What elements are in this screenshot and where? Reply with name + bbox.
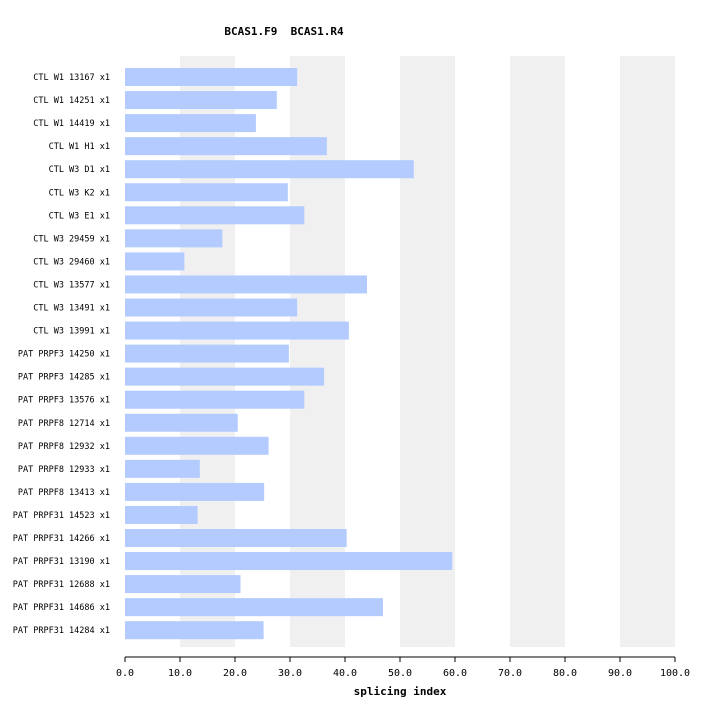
grid-band xyxy=(620,56,675,647)
bar xyxy=(125,459,200,478)
category-label: CTL W3 13577 x1 xyxy=(33,280,110,290)
bar xyxy=(125,482,265,501)
bar xyxy=(125,137,327,156)
category-label: CTL W3 D1 x1 xyxy=(49,165,110,175)
bar xyxy=(125,229,223,248)
category-label: CTL W1 H1 x1 xyxy=(49,142,110,152)
bar xyxy=(125,183,288,202)
category-label: PAT PRPF8 12714 x1 xyxy=(18,419,110,429)
bar xyxy=(125,390,305,409)
x-tick-label: 40.0 xyxy=(333,668,357,679)
category-label: CTL W3 29460 x1 xyxy=(33,257,110,267)
grid-band xyxy=(400,56,455,647)
category-labels: CTL W1 13167 x1 CTL W1 14251 x1 CTL W1 144… xyxy=(13,73,110,636)
category-label: CTL W3 29459 x1 xyxy=(33,234,110,244)
x-tick-label: 70.0 xyxy=(498,668,522,679)
x-tick-label: 80.0 xyxy=(553,668,577,679)
category-label: PAT PRPF3 13576 x1 xyxy=(18,396,110,406)
bar xyxy=(125,114,256,133)
x-axis: 0.0 10.0 20.0 30.0 40.0 50.0 60.0 70.0 80.0 90.0 1… xyxy=(116,656,690,679)
bar xyxy=(125,160,414,179)
category-label: CTL W1 14251 x1 xyxy=(33,96,110,106)
grid-band xyxy=(510,56,565,647)
bar xyxy=(125,252,185,271)
category-label: PAT PRPF31 14523 x1 xyxy=(13,511,110,521)
bar xyxy=(125,413,238,432)
category-label: PAT PRPF8 13413 x1 xyxy=(18,488,110,498)
bar xyxy=(125,575,241,594)
x-tick-label: 100.0 xyxy=(660,668,690,679)
x-axis-label: splicing index xyxy=(354,685,447,698)
bar xyxy=(125,505,198,524)
bar xyxy=(125,598,383,617)
bar xyxy=(125,621,264,640)
bar xyxy=(125,436,269,455)
bar xyxy=(125,298,298,317)
category-label: CTL W3 K2 x1 xyxy=(49,188,110,198)
category-label: PAT PRPF31 14284 x1 xyxy=(13,626,110,636)
bar xyxy=(125,367,325,386)
bar xyxy=(125,275,367,294)
category-label: CTL W1 13167 x1 xyxy=(33,73,110,83)
category-label: PAT PRPF31 14266 x1 xyxy=(13,534,110,544)
bar xyxy=(125,344,289,363)
x-tick-label: 30.0 xyxy=(278,668,302,679)
x-tick-label: 20.0 xyxy=(223,668,247,679)
category-label: CTL W1 14419 x1 xyxy=(33,119,110,129)
category-label: PAT PRPF8 12933 x1 xyxy=(18,465,110,475)
bar xyxy=(125,552,453,571)
bars xyxy=(125,68,453,640)
chart-title: BCAS1.F9 BCAS1.R4 xyxy=(224,25,344,38)
category-label: PAT PRPF8 12932 x1 xyxy=(18,442,110,452)
category-label: CTL W3 E1 x1 xyxy=(49,211,110,221)
category-label: PAT PRPF3 14285 x1 xyxy=(18,373,110,383)
x-tick-label: 90.0 xyxy=(608,668,632,679)
bar xyxy=(125,68,298,86)
category-label: PAT PRPF3 14250 x1 xyxy=(18,350,110,360)
category-label: CTL W3 13991 x1 xyxy=(33,327,110,337)
bar xyxy=(125,206,305,225)
bar xyxy=(125,529,347,547)
category-label: PAT PRPF31 13190 x1 xyxy=(13,557,110,567)
bar xyxy=(125,321,349,340)
category-label: PAT PRPF31 12688 x1 xyxy=(13,580,110,590)
x-tick-label: 10.0 xyxy=(168,668,192,679)
background-bands xyxy=(180,56,675,647)
category-label: PAT PRPF31 14686 x1 xyxy=(13,603,110,613)
x-tick-label: 60.0 xyxy=(443,668,467,679)
x-tick-label: 0.0 xyxy=(116,668,134,679)
category-label: CTL W3 13491 x1 xyxy=(33,304,110,314)
bar xyxy=(125,91,277,110)
x-tick-label: 50.0 xyxy=(388,668,412,679)
